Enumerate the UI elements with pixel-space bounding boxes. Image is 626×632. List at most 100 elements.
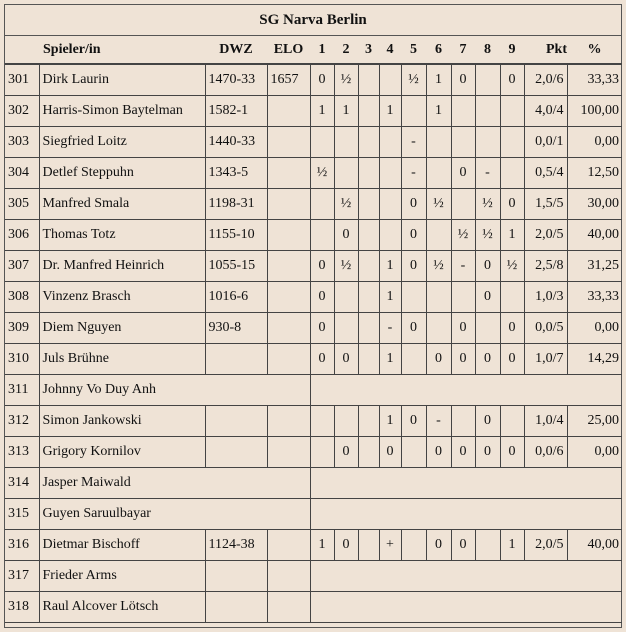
empty-cell [357,157,380,189]
column-header: ELO [267,36,310,65]
player-row: 318 Raul Alcover Lötsch [5,591,622,623]
cell: 1 [378,343,402,375]
player-number: 318 [5,591,40,623]
cell: ½ [425,250,452,282]
empty-cell [266,126,311,158]
cell: 1198-31 [204,188,268,220]
column-header: 5 [401,36,426,65]
cell: 0 [499,63,525,96]
player-row: 302 Harris-Simon Baytelman 1582-1 1 1 1 1 4,0/4… [5,95,622,127]
cell: 0 [450,157,476,189]
cell: ½ [333,188,359,220]
cell: 0 [333,219,359,251]
empty-cell [400,529,427,561]
cell: 0 [400,250,427,282]
cell: 0,00 [566,126,622,158]
empty-cell [266,250,311,282]
title: SG Narva Berlin [5,5,621,36]
empty-cell [378,157,402,189]
cell: ½ [450,219,476,251]
empty-cell [309,219,335,251]
cell: ½ [400,63,427,96]
player-row: 311 Johnny Vo Duy Anh [5,374,622,406]
empty-cell [309,560,622,592]
empty-cell [333,405,359,437]
cell: 1343-5 [204,157,268,189]
cell: 1,0/4 [523,405,568,437]
player-row: 304 Detlef Steppuhn 1343-5 ½ -0-0,5/4 12,50 [5,157,622,189]
empty-cell [266,281,311,313]
empty-cell [266,591,311,623]
cell: 0,0/6 [523,436,568,468]
empty-cell [357,95,380,127]
player-row: 310 Juls Brühne 0 0 1 0 0 0 0 1,0/7 14,29 [5,343,622,375]
empty-cell [450,405,476,437]
cell: 0 [474,343,501,375]
player-number: 311 [5,374,40,406]
column-header: 8 [475,36,500,65]
cell: 0 [400,219,427,251]
cell: 0 [474,281,501,313]
player-name: Jasper Maiwald [38,467,311,499]
empty-cell [204,343,268,375]
empty-cell [333,281,359,313]
empty-cell [357,126,380,158]
empty-cell [204,405,268,437]
cell: 0,00 [566,436,622,468]
cell: 0 [499,436,525,468]
player-row: 317 Frieder Arms [5,560,622,592]
cell: - [400,126,427,158]
cell: 0 [474,405,501,437]
player-number: 304 [5,157,40,189]
cell: ½ [333,63,359,96]
cell: 2,0/6 [523,63,568,96]
column-header: Spieler/in [39,36,205,65]
cell: 1 [425,95,452,127]
player-name: Dietmar Bischoff [38,529,206,561]
empty-cell [450,188,476,220]
empty-cell [474,126,501,158]
cell: 0 [425,436,452,468]
empty-cell [474,529,501,561]
column-header: 2 [334,36,358,65]
player-number: 313 [5,436,40,468]
table-body: 301 Dirk Laurin 1470-33 1657 0 ½ ½ 1 0 0 2,0/6 33,3… [5,63,622,623]
player-name: Siegfried Loitz [38,126,206,158]
player-row: 308 Vinzenz Brasch 1016-6 0 1 0 1,0/3 33,33 [5,281,622,313]
cell: 0 [400,312,427,344]
player-row: 315 Guyen Saruulbayar [5,498,622,530]
cell: 30,00 [566,188,622,220]
cell: 1470-33 [204,63,268,96]
empty-cell [425,281,452,313]
cell: 0 [450,343,476,375]
cell: 1 [378,281,402,313]
empty-cell [378,219,402,251]
cell: 0 [333,343,359,375]
empty-cell [400,436,427,468]
cell: 1657 [266,63,311,96]
column-header: 1 [310,36,334,65]
player-number: 312 [5,405,40,437]
cell: 4,0/4 [523,95,568,127]
empty-cell [425,157,452,189]
empty-cell [474,312,501,344]
player-row: 313 Grigory Kornilov 0 0 0 0 0 0 0,0/6 0,00 [5,436,622,468]
cell: 2,5/8 [523,250,568,282]
empty-cell [400,95,427,127]
cell: 0 [499,188,525,220]
empty-cell [357,436,380,468]
player-row: 307 Dr. Manfred Heinrich 1055-15 0 ½ 1 0 ½ -0 ½ 2,… [5,250,622,282]
empty-cell [309,498,622,530]
empty-cell [499,157,525,189]
cell: ½ [474,188,501,220]
empty-cell [309,126,335,158]
cell: - [450,250,476,282]
cell: 1,5/5 [523,188,568,220]
empty-cell [357,312,380,344]
cell: 0 [400,188,427,220]
empty-cell [309,436,335,468]
cell: ½ [309,157,335,189]
empty-cell [333,126,359,158]
cell: 0 [309,250,335,282]
cell: 1 [309,529,335,561]
